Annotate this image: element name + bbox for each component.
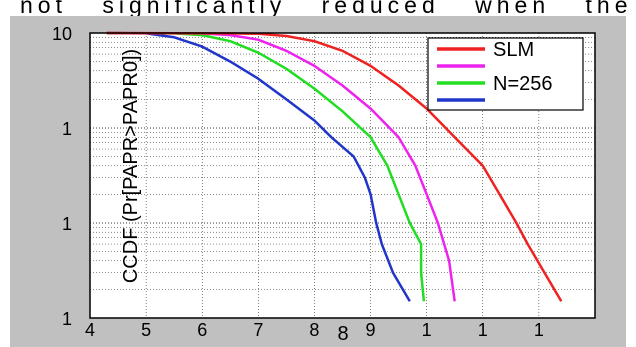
- legend-label: SLM: [493, 39, 534, 61]
- x-tick-label: 6: [197, 320, 207, 340]
- x-tick-label: 5: [141, 320, 151, 340]
- y-tick-label: 1: [62, 309, 72, 329]
- x-tick-labels: 4 5 6 7 8 9 1 1 1: [85, 320, 544, 340]
- x-axis-label: 8: [337, 323, 348, 345]
- series-line-2: [106, 31, 426, 302]
- series-line-3: [106, 31, 456, 302]
- legend: SLM N=256: [427, 37, 584, 111]
- y-tick-label: 1: [62, 119, 72, 139]
- legend-label: N=256: [493, 73, 553, 95]
- y-tick-labels: 10 1 1 1: [52, 24, 72, 329]
- series-lines: [106, 31, 563, 302]
- x-tick-label: 1: [478, 320, 488, 340]
- y-tick-label: 10: [52, 24, 72, 44]
- x-tick-label: 9: [366, 320, 376, 340]
- caption-fragment-text: not significantly reduced when the total: [20, 0, 633, 16]
- caption-fragment: not significantly reduced when the total: [0, 0, 636, 16]
- series-line-1: [106, 31, 411, 302]
- y-tick-label: 1: [62, 214, 72, 234]
- x-tick-label: 8: [309, 320, 319, 340]
- x-tick-label: 4: [85, 320, 95, 340]
- y-axis-label: CCDF (Pr[PAPR>PAPR0]): [120, 49, 142, 283]
- x-tick-label: 7: [253, 320, 263, 340]
- plot-frame: [89, 32, 596, 319]
- x-tick-label: 1: [534, 320, 544, 340]
- series-line-4: [106, 31, 563, 302]
- x-tick-label: 1: [422, 320, 432, 340]
